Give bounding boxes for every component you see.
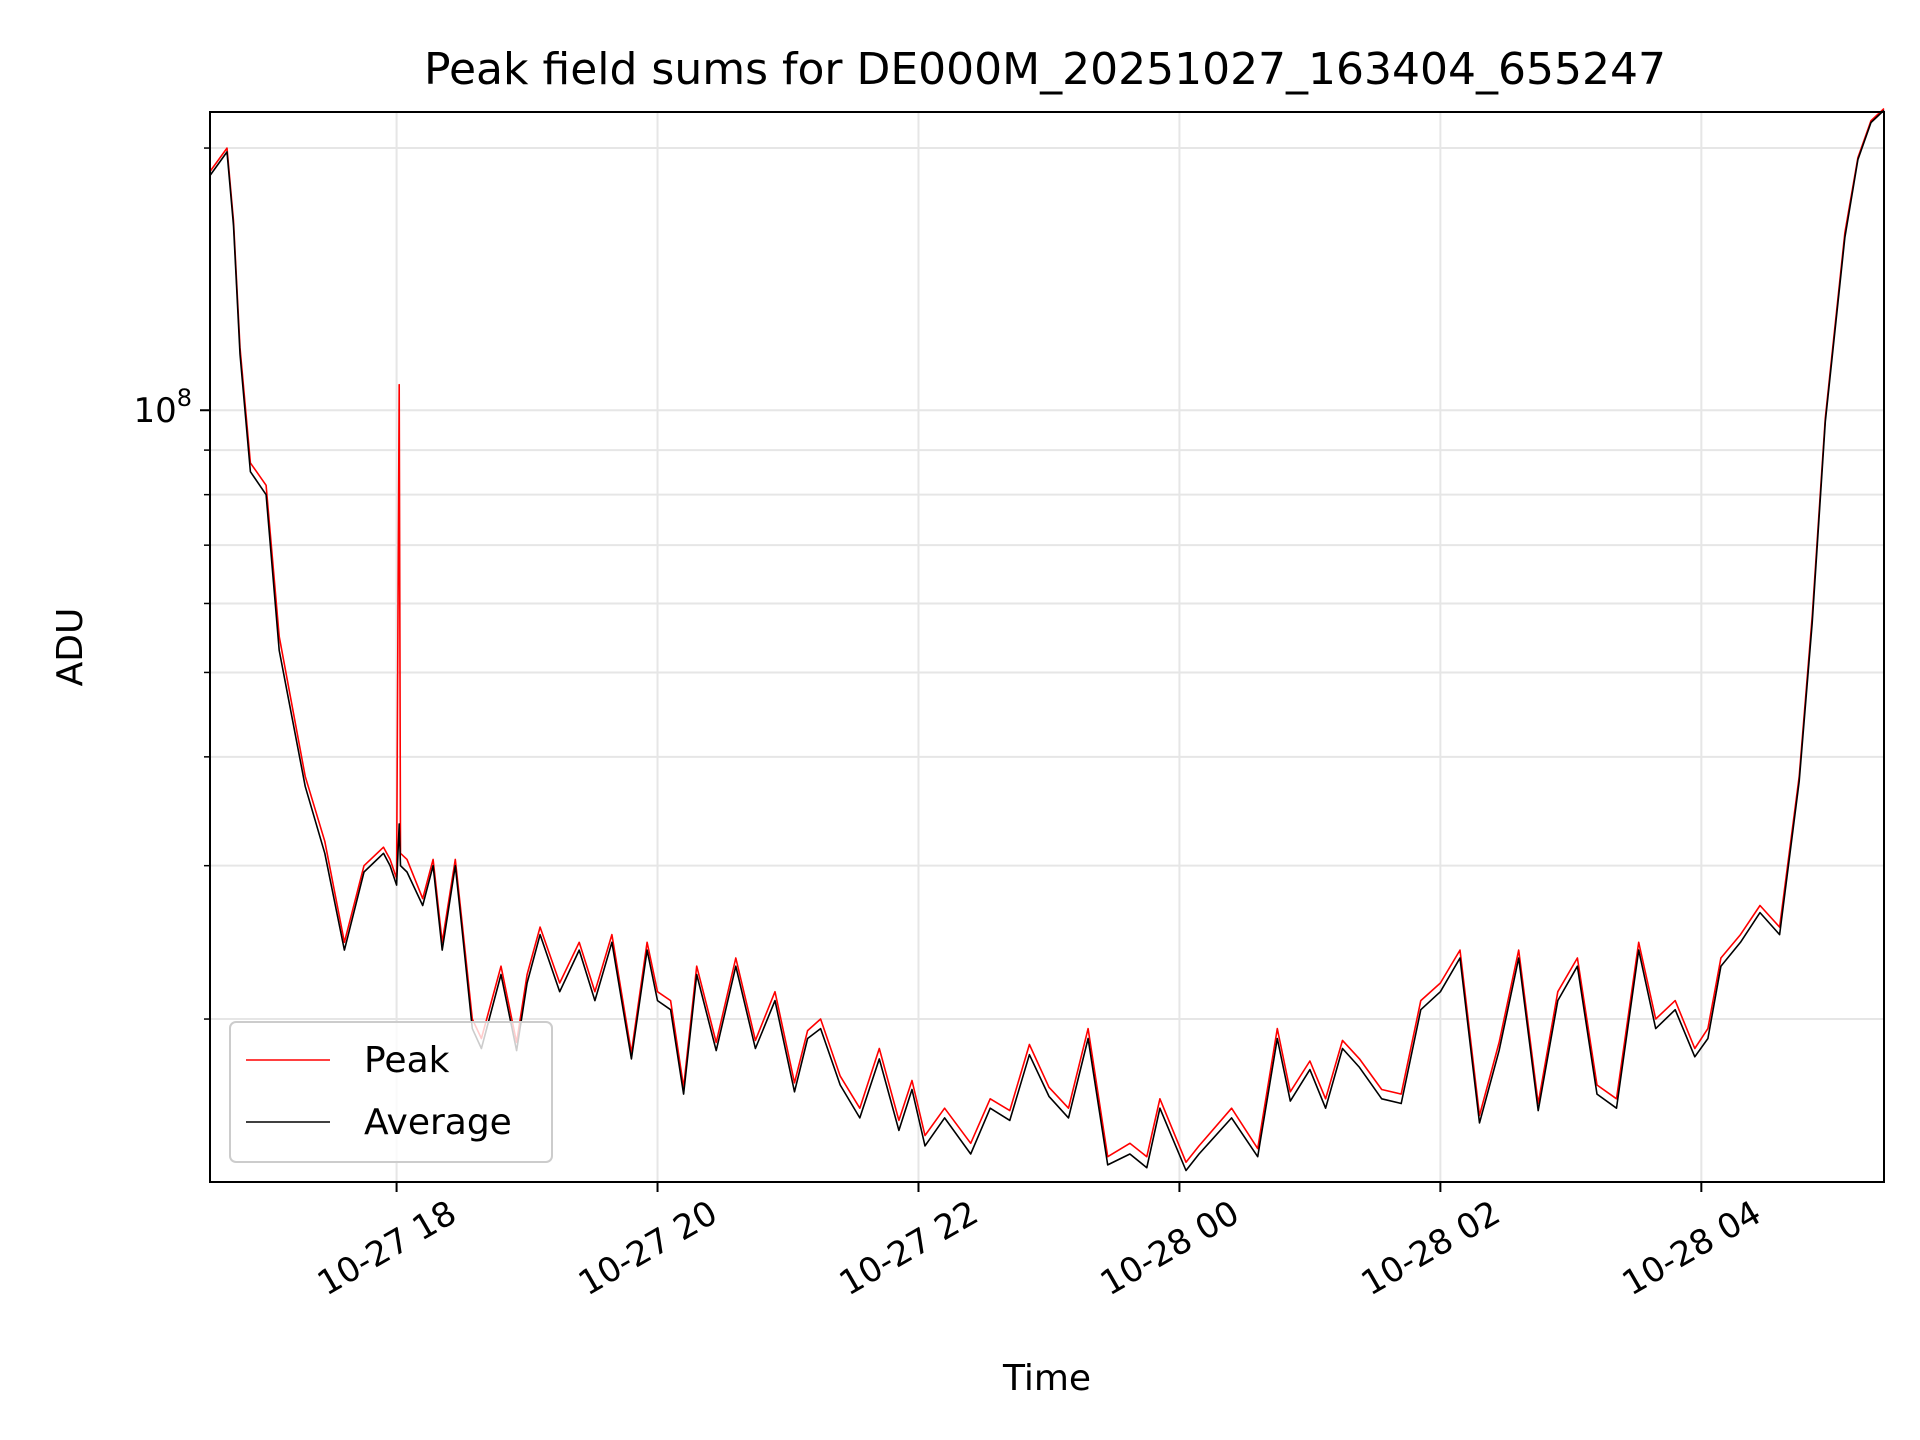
legend-average-label: Average — [364, 1102, 512, 1143]
y-tick-label-exponent: 8 — [177, 384, 192, 412]
y-axis: 108 — [133, 147, 210, 1020]
legend-peak-label: Peak — [364, 1040, 450, 1081]
legend-box — [229, 1021, 553, 1163]
plot-frame — [209, 111, 1885, 1183]
grid — [210, 112, 1884, 1182]
series-line-peak — [209, 108, 1885, 1163]
chart-title: Peak field sums for DE000M_20251027_1634… — [424, 44, 1666, 95]
series-layer — [209, 108, 1885, 1172]
legend: Peak Average — [229, 1021, 553, 1163]
x-axis-label: Time — [1002, 1358, 1091, 1399]
y-tick-label-base: 10 — [133, 391, 176, 431]
y-axis-label: ADU — [50, 608, 91, 687]
series-line-average — [209, 109, 1885, 1172]
y-tick-label: 108 — [133, 384, 192, 431]
